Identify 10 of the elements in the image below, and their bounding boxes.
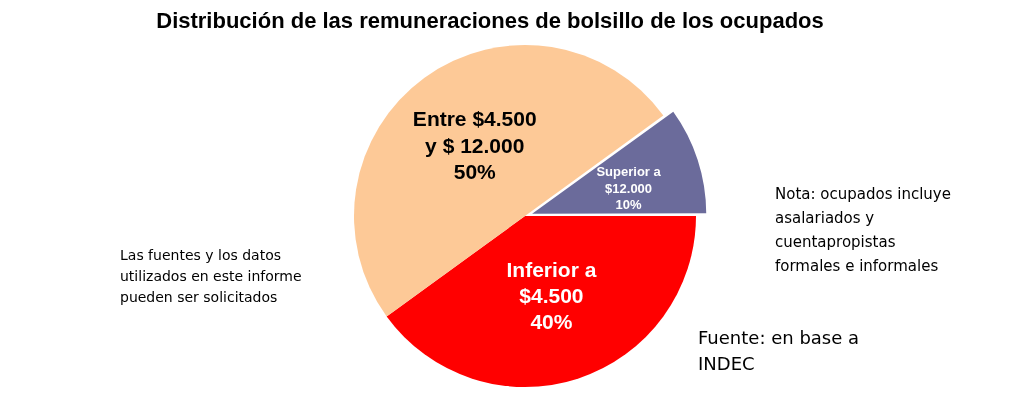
text: Las fuentes y los datos utilizados en este informe pueden ser solicitados [120,246,303,307]
text: Nota: ocupados incluye asalariados y cuentapropistas formales e informales [775,184,952,277]
data-label: 50% [453,159,497,183]
slice-label: Inferior a $4.500 [506,257,597,308]
chart-title: Distribución de las remuneraciones de bolsillo de los ocupados [155,8,825,34]
slice-label: Entre $4.500 y $ 12.000 [412,107,537,157]
source-note: Fuente: en base a INDEC [698,326,861,376]
data-label: 10% [615,196,643,212]
data-label: 40% [530,310,573,334]
slice-label: Superior a $12.000 [596,164,662,196]
